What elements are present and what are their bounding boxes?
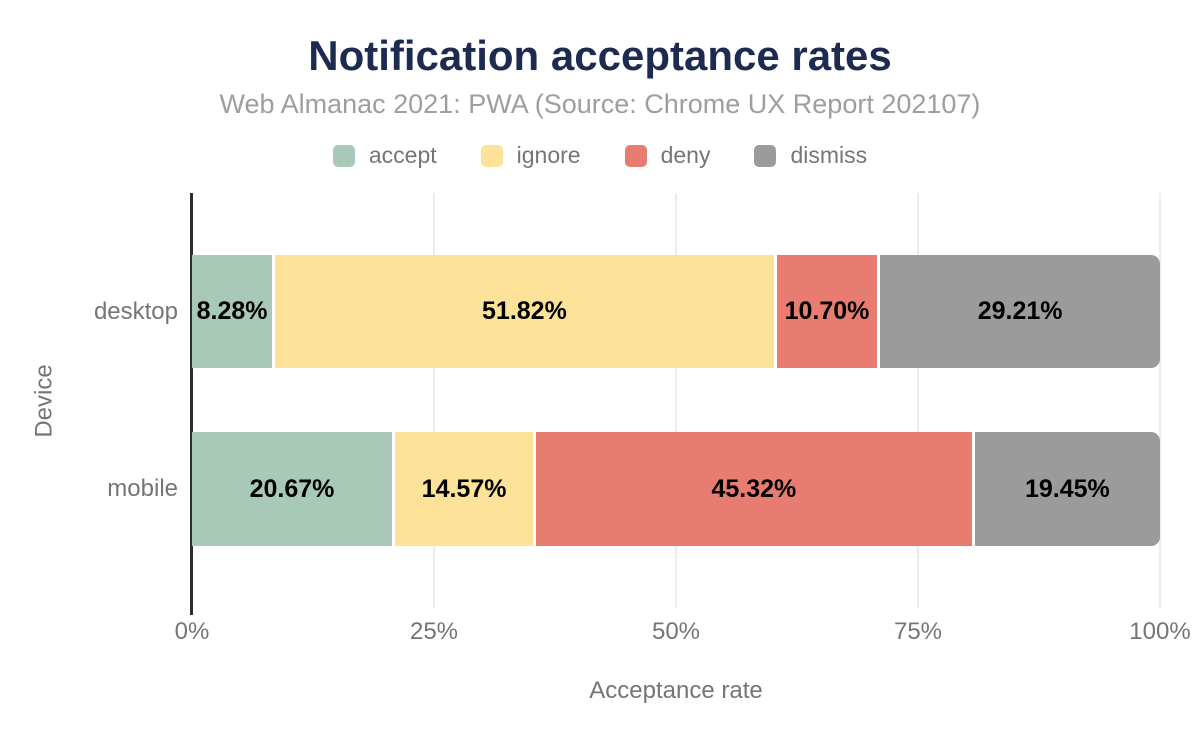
legend-swatch-dismiss <box>754 144 777 167</box>
bar-segment-mobile-deny[interactable]: 45.32% <box>533 432 972 546</box>
gridline-25% <box>433 193 435 608</box>
legend-item-ignore: ignore <box>480 142 581 169</box>
bar-segment-desktop-deny[interactable]: 10.70% <box>773 255 878 368</box>
y-axis-title: Device <box>31 363 59 438</box>
legend: accept ignore deny dismiss <box>0 142 1200 169</box>
chart-title: Notification acceptance rates <box>308 32 892 79</box>
x-tick-75%: 75% <box>893 618 943 645</box>
legend-swatch-deny <box>624 144 647 167</box>
x-tick-50%: 50% <box>651 618 701 645</box>
x-axis-ticks: 0% 25% 50% 75% 100% <box>175 618 1191 646</box>
legend-swatch-ignore <box>480 144 503 167</box>
bar-value-label-mobile-accept: 20.67% <box>249 474 335 503</box>
bar-value-label-desktop-accept: 8.28% <box>196 297 268 325</box>
legend-item-dismiss: dismiss <box>754 142 867 169</box>
bar-segment-mobile-accept[interactable]: 20.67% <box>192 432 393 546</box>
bar-value-label-desktop-dismiss: 29.21% <box>977 297 1063 325</box>
category-label-mobile: mobile <box>107 475 178 502</box>
bar-segment-desktop-ignore[interactable]: 51.82% <box>272 255 774 368</box>
legend-label-accept: accept <box>368 142 437 168</box>
category-label-desktop: desktop <box>93 297 178 325</box>
gridline-75% <box>917 193 919 608</box>
bar-value-label-mobile-deny: 45.32% <box>711 474 797 503</box>
x-axis-title: Acceptance rate <box>589 677 763 704</box>
legend-swatch-accept <box>332 144 355 167</box>
bar-value-label-desktop-deny: 10.70% <box>784 297 870 325</box>
bar-row-desktop: desktop 8.28% 51.82% 10.70% 29.21% <box>94 255 1160 368</box>
bar-segment-desktop-accept[interactable]: 8.28% <box>192 255 273 368</box>
legend-item-accept: accept <box>332 142 437 169</box>
y-axis-title-wrap: Device <box>28 193 62 608</box>
bar-segment-mobile-ignore[interactable]: 14.57% <box>392 432 534 546</box>
bar-value-label-mobile-dismiss: 19.45% <box>1024 474 1110 503</box>
legend-label-ignore: ignore <box>516 142 581 168</box>
chart-subtitle: Web Almanac 2021: PWA (Source: Chrome UX… <box>219 89 981 119</box>
gridline-50% <box>675 193 677 608</box>
x-tick-0%: 0% <box>174 618 210 645</box>
bar-value-label-mobile-ignore: 14.57% <box>421 474 507 503</box>
legend-label-deny: deny <box>660 142 711 168</box>
gridline-100% <box>1159 193 1161 608</box>
legend-label-dismiss: dismiss <box>790 142 868 168</box>
y-axis-line <box>190 193 193 615</box>
bar-segment-desktop-dismiss[interactable]: 29.21% <box>877 255 1160 368</box>
bar-value-label-desktop-ignore: 51.82% <box>482 297 567 325</box>
bar-segment-mobile-dismiss[interactable]: 19.45% <box>971 432 1160 546</box>
legend-item-deny: deny <box>624 142 711 169</box>
bar-row-mobile: mobile 20.67% 14.57% 45.32% 19.45% <box>107 432 1160 546</box>
plot-area: desktop 8.28% 51.82% 10.70% 29.21% mobile 20.6… <box>94 193 1161 615</box>
x-tick-100%: 100% <box>1129 618 1191 645</box>
x-tick-25%: 25% <box>409 618 459 645</box>
